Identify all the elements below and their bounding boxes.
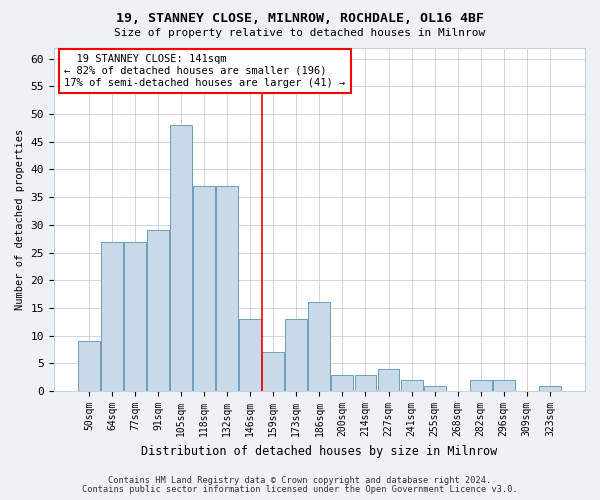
Bar xyxy=(262,352,284,391)
Bar xyxy=(101,242,123,391)
Bar xyxy=(539,386,561,391)
Bar xyxy=(286,319,307,391)
Bar xyxy=(355,374,376,391)
Bar xyxy=(401,380,422,391)
X-axis label: Distribution of detached houses by size in Milnrow: Distribution of detached houses by size … xyxy=(141,444,497,458)
Text: 19, STANNEY CLOSE, MILNROW, ROCHDALE, OL16 4BF: 19, STANNEY CLOSE, MILNROW, ROCHDALE, OL… xyxy=(116,12,484,26)
Bar xyxy=(331,374,353,391)
Bar xyxy=(78,342,100,391)
Bar xyxy=(308,302,331,391)
Bar xyxy=(216,186,238,391)
Bar xyxy=(193,186,215,391)
Bar xyxy=(377,369,400,391)
Text: Contains HM Land Registry data © Crown copyright and database right 2024.: Contains HM Land Registry data © Crown c… xyxy=(109,476,491,485)
Bar xyxy=(147,230,169,391)
Bar xyxy=(170,125,192,391)
Text: 19 STANNEY CLOSE: 141sqm  
← 82% of detached houses are smaller (196)
17% of sem: 19 STANNEY CLOSE: 141sqm ← 82% of detach… xyxy=(64,54,346,88)
Bar xyxy=(124,242,146,391)
Bar xyxy=(470,380,491,391)
Text: Size of property relative to detached houses in Milnrow: Size of property relative to detached ho… xyxy=(115,28,485,38)
Text: Contains public sector information licensed under the Open Government Licence v3: Contains public sector information licen… xyxy=(82,485,518,494)
Bar xyxy=(493,380,515,391)
Y-axis label: Number of detached properties: Number of detached properties xyxy=(15,128,25,310)
Bar xyxy=(424,386,446,391)
Bar xyxy=(239,319,261,391)
